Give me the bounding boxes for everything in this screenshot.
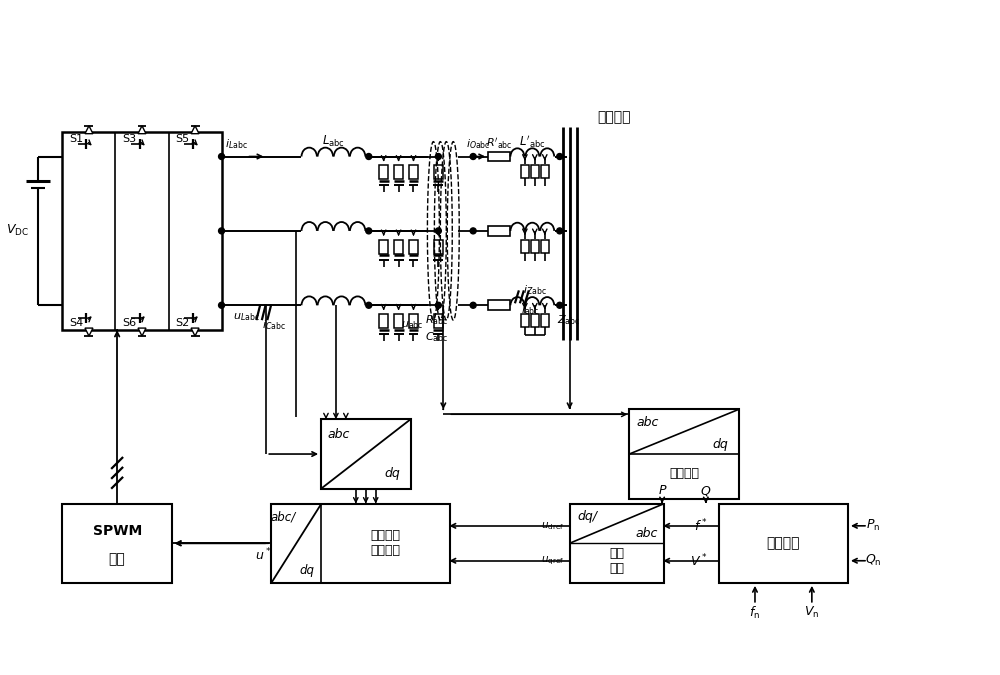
Bar: [394, 240, 403, 254]
Bar: [379, 314, 388, 328]
Text: 下垂控制: 下垂控制: [767, 537, 800, 550]
Polygon shape: [191, 328, 199, 336]
Text: $u_{\rm dref}$: $u_{\rm dref}$: [541, 520, 565, 532]
Text: $i_{O{\rm abc}}$: $i_{O{\rm abc}}$: [466, 137, 490, 151]
Bar: [531, 240, 539, 252]
Circle shape: [470, 302, 476, 308]
Text: $L_{\rm abc}$: $L_{\rm abc}$: [322, 134, 345, 149]
Text: 电压
合成: 电压 合成: [609, 547, 624, 575]
Bar: [488, 226, 510, 236]
Text: SPWM: SPWM: [93, 524, 142, 539]
Text: dq: dq: [713, 437, 729, 451]
Circle shape: [435, 302, 441, 308]
Text: $P_{\rm n}$: $P_{\rm n}$: [866, 518, 880, 533]
Circle shape: [470, 153, 476, 159]
Text: S6: S6: [122, 318, 136, 328]
Text: S5: S5: [175, 134, 189, 144]
Polygon shape: [85, 328, 93, 336]
Bar: [271, 504, 450, 583]
Text: $u^*$: $u^*$: [255, 547, 272, 564]
Bar: [541, 165, 549, 178]
Bar: [521, 240, 529, 252]
Text: $i_{Z{\rm abc}}$: $i_{Z{\rm abc}}$: [523, 284, 547, 297]
Polygon shape: [138, 328, 146, 336]
Polygon shape: [85, 126, 93, 134]
Text: $i_{C{\rm abc}}$: $i_{C{\rm abc}}$: [262, 318, 286, 332]
Bar: [531, 314, 539, 327]
Polygon shape: [138, 126, 146, 134]
Circle shape: [435, 153, 441, 159]
Circle shape: [435, 228, 441, 234]
Text: 功率计算: 功率计算: [669, 467, 699, 480]
Circle shape: [557, 228, 563, 234]
Bar: [379, 240, 388, 254]
Text: $f_{\rm n}$: $f_{\rm n}$: [749, 605, 761, 621]
Text: S1: S1: [69, 134, 83, 144]
Text: S4: S4: [69, 318, 83, 328]
Bar: [62, 132, 222, 330]
Bar: [409, 314, 418, 328]
Bar: [719, 504, 848, 583]
Bar: [62, 504, 172, 583]
Bar: [531, 165, 539, 178]
Bar: [409, 165, 418, 180]
Circle shape: [219, 302, 225, 308]
Text: $Q_{\rm n}$: $Q_{\rm n}$: [865, 554, 881, 568]
Text: 驱动: 驱动: [109, 552, 126, 566]
Text: $V_{\rm DC}$: $V_{\rm DC}$: [6, 223, 29, 238]
Text: dq/: dq/: [578, 510, 598, 523]
Text: dq: dq: [299, 564, 314, 576]
Circle shape: [366, 228, 372, 234]
Text: $i_{\rm abc}$: $i_{\rm abc}$: [521, 303, 539, 317]
Bar: [541, 240, 549, 252]
Bar: [434, 314, 443, 328]
Text: dq: dq: [385, 467, 400, 481]
Bar: [521, 314, 529, 327]
Bar: [409, 240, 418, 254]
Text: $V^*$: $V^*$: [690, 552, 707, 569]
Bar: [321, 419, 411, 489]
Text: $u_{L{\rm abc}}$: $u_{L{\rm abc}}$: [233, 311, 260, 323]
Bar: [379, 165, 388, 180]
Text: $Z_{\rm abc}$: $Z_{\rm abc}$: [557, 313, 580, 327]
Circle shape: [470, 228, 476, 234]
Text: P: P: [658, 484, 666, 497]
Bar: [394, 314, 403, 328]
Circle shape: [557, 153, 563, 159]
Text: abc: abc: [636, 416, 658, 429]
Text: $R_{\rm abc}$: $R_{\rm abc}$: [425, 313, 449, 327]
Bar: [521, 165, 529, 178]
Circle shape: [366, 302, 372, 308]
Text: $L'_{\rm abc}$: $L'_{\rm abc}$: [519, 134, 546, 150]
Text: $u_{\rm abc}$: $u_{\rm abc}$: [401, 319, 423, 331]
Text: abc: abc: [635, 527, 657, 540]
Bar: [541, 314, 549, 327]
Bar: [629, 410, 739, 499]
Bar: [488, 152, 510, 161]
Polygon shape: [191, 126, 199, 134]
Text: Q: Q: [701, 484, 711, 497]
Text: abc/: abc/: [271, 510, 296, 523]
Bar: [488, 300, 510, 310]
Bar: [434, 165, 443, 180]
Bar: [394, 165, 403, 180]
Circle shape: [366, 153, 372, 159]
Bar: [570, 504, 664, 583]
Text: $u_{\rm qref}$: $u_{\rm qref}$: [541, 555, 565, 567]
Text: S3: S3: [122, 134, 136, 144]
Text: $i_{L{\rm abc}}$: $i_{L{\rm abc}}$: [225, 137, 248, 151]
Circle shape: [557, 302, 563, 308]
Bar: [434, 240, 443, 254]
Text: 电压电流
双环控制: 电压电流 双环控制: [371, 529, 401, 558]
Text: $C_{\rm abc}$: $C_{\rm abc}$: [425, 330, 449, 344]
Text: S2: S2: [175, 318, 189, 328]
Text: $f^*$: $f^*$: [694, 518, 707, 534]
Text: abc: abc: [328, 428, 350, 441]
Text: 微网馈线: 微网馈线: [597, 110, 631, 124]
Text: $V_{\rm n}$: $V_{\rm n}$: [804, 605, 820, 620]
Text: $R'_{\rm abc}$: $R'_{\rm abc}$: [486, 136, 512, 151]
Circle shape: [219, 153, 225, 159]
Circle shape: [219, 228, 225, 234]
